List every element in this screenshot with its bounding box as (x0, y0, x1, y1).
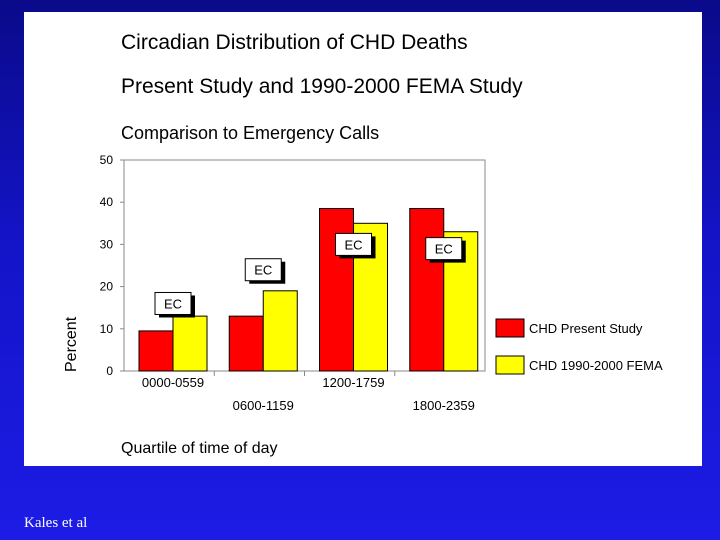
y-axis-label: Percent (63, 316, 80, 372)
ec-box (244, 258, 282, 282)
y-tick-label: 10 (100, 322, 114, 336)
legend-label-present-study: CHD Present Study (529, 321, 643, 336)
x-tick-label: 1200-1759 (322, 375, 384, 390)
ec-box (425, 237, 463, 261)
ec-annotation-label: EC (435, 242, 453, 257)
legend-label-fema: CHD 1990-2000 FEMA (529, 358, 663, 373)
chart-title-line-1: Circadian Distribution of CHD Deaths (121, 31, 468, 54)
ec-annotation-label: EC (254, 263, 272, 278)
y-tick-label: 0 (106, 364, 113, 378)
x-axis-label: Quartile of time of day (121, 440, 278, 457)
y-tick-label: 40 (100, 195, 114, 209)
bar-present-study-1 (228, 315, 264, 372)
bar-present-study-0 (138, 330, 174, 372)
bar-fema-1 (262, 290, 298, 372)
legend-swatch-fema (495, 355, 525, 375)
ec-box (335, 232, 372, 256)
x-tick-label: 0000-0559 (142, 375, 204, 390)
chart-title-line-2: Present Study and 1990-2000 FEMA Study (121, 75, 523, 98)
ec-box (154, 291, 192, 315)
ec-annotation-label: EC (164, 296, 182, 311)
x-tick-label: 0600-1159 (233, 398, 294, 413)
ec-annotation-label: EC (344, 237, 362, 252)
credit-text: Kales et al (24, 515, 88, 531)
legend-swatch-present-study (495, 318, 525, 338)
y-tick-label: 20 (100, 280, 114, 294)
bar-fema-0 (172, 315, 208, 372)
bar-present-study-3 (409, 208, 445, 372)
chart-subtitle: Comparison to Emergency Calls (121, 123, 379, 143)
y-tick-label: 50 (100, 153, 114, 167)
x-tick-label: 1800-2359 (413, 398, 475, 413)
y-tick-label: 30 (100, 237, 114, 251)
